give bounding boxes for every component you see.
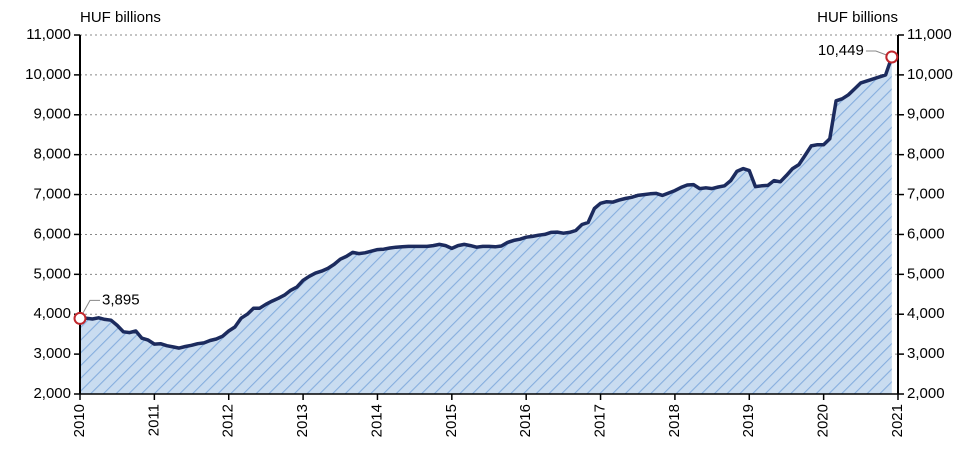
y-tick-label: 7,000 [33,186,71,203]
highlight-marker [73,311,87,325]
annotation-label: 3,895 [102,291,140,308]
x-tick-label: 2012 [220,404,237,437]
y2-tick-label: 5,000 [907,265,945,282]
y2-tick-label: 8,000 [907,146,945,163]
x-tick-label: 2015 [443,404,460,437]
y-tick-label: 9,000 [33,106,71,123]
x-tick-label: 2019 [740,404,757,437]
y-tick-label: 4,000 [33,305,71,322]
y-axis-label: HUF billions [80,9,161,26]
y2-tick-label: 9,000 [907,106,945,123]
y2-tick-label: 7,000 [907,186,945,203]
y-tick-label: 8,000 [33,146,71,163]
y2-tick-label: 6,000 [907,225,945,242]
y2-tick-label: 10,000 [907,66,953,83]
annotation-box [815,41,866,59]
y-tick-label: 11,000 [26,26,71,43]
x-tick-label: 2010 [71,404,88,437]
y-tick-label: 10,000 [25,66,71,83]
x-tick-label: 2011 [145,404,162,436]
area [80,57,892,394]
x-tick-label: 2018 [666,404,683,437]
y-tick-label: 2,000 [33,385,71,402]
annotation-label: 10,449 [818,42,864,59]
y-tick-label: 6,000 [33,225,71,242]
annotation-leader [79,299,100,319]
y-tick-label: 3,000 [33,345,71,362]
y2-axis-label: HUF billions [817,9,898,26]
y2-tick-label: 4,000 [907,305,945,322]
x-tick-label: 2017 [592,404,609,437]
x-tick-label: 2013 [294,404,311,437]
y-tick-label: 5,000 [33,265,71,282]
x-tick-label: 2014 [368,404,385,437]
line [79,56,894,350]
annotation-box [100,291,142,309]
y2-tick-label: 2,000 [907,385,945,402]
x-tick-label: 2020 [815,404,832,437]
x-tick-label: 2021 [889,404,906,437]
highlight-marker [885,50,899,64]
y2-tick-label: 3,000 [907,345,945,362]
y2-tick-label: 11,000 [907,26,952,43]
x-tick-label: 2016 [517,404,534,437]
